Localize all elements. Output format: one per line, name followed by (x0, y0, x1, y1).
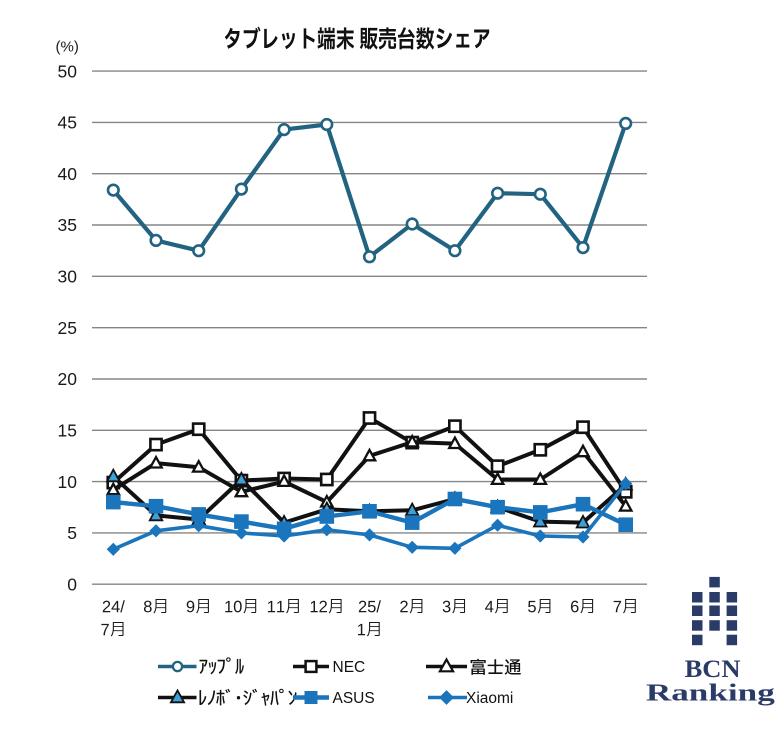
svg-text:35: 35 (58, 215, 77, 235)
svg-text:10: 10 (58, 472, 78, 492)
svg-text:30: 30 (58, 267, 78, 287)
svg-text:Xiaomi: Xiaomi (466, 690, 513, 707)
svg-text:40: 40 (58, 164, 78, 184)
svg-text:BCN: BCN (685, 654, 741, 682)
svg-text:ASUS: ASUS (333, 690, 375, 707)
svg-text:Ranking: Ranking (646, 679, 775, 706)
svg-text:20: 20 (58, 369, 78, 389)
svg-text:50: 50 (58, 61, 78, 81)
svg-text:5: 5 (67, 523, 77, 543)
svg-text:0: 0 (67, 574, 77, 594)
svg-text:15: 15 (58, 421, 77, 441)
svg-text:45: 45 (58, 113, 77, 133)
svg-text:25: 25 (58, 318, 77, 338)
svg-text:(%): (%) (56, 39, 79, 56)
svg-text:NEC: NEC (333, 659, 366, 676)
